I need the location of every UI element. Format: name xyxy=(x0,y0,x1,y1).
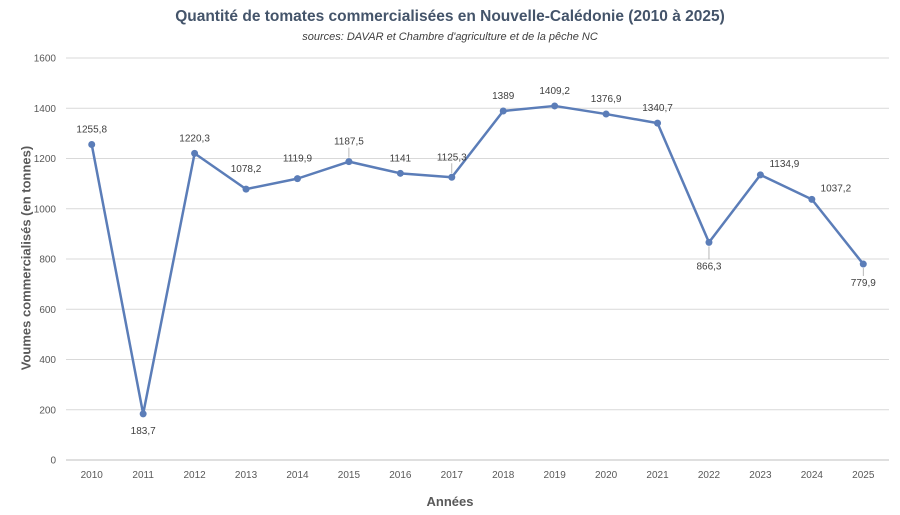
data-label: 1125,3 xyxy=(437,152,467,163)
data-point xyxy=(345,158,353,166)
data-point xyxy=(448,173,456,181)
x-tick-label: 2023 xyxy=(749,470,772,481)
y-tick-label: 1600 xyxy=(34,54,57,65)
data-point xyxy=(808,195,816,203)
chart-subtitle: sources: DAVAR et Chambre d'agriculture … xyxy=(302,31,598,43)
data-label: 866,3 xyxy=(696,261,721,272)
x-tick-label: 2015 xyxy=(338,470,361,481)
data-point xyxy=(88,140,96,148)
data-point xyxy=(396,169,404,177)
data-point xyxy=(859,260,867,268)
data-point xyxy=(654,119,662,127)
x-tick-label: 2012 xyxy=(183,470,206,481)
x-tick-label: 2017 xyxy=(441,470,464,481)
data-point xyxy=(139,410,147,418)
x-tick-label: 2010 xyxy=(81,470,104,481)
y-tick-label: 800 xyxy=(39,255,56,266)
data-point xyxy=(191,149,199,157)
x-tick-label: 2018 xyxy=(492,470,515,481)
data-label: 1187,5 xyxy=(334,137,364,148)
data-label: 1134,9 xyxy=(769,159,799,170)
x-tick-label: 2020 xyxy=(595,470,618,481)
data-point xyxy=(293,175,301,183)
y-tick-label: 0 xyxy=(50,456,56,467)
data-label: 183,7 xyxy=(131,426,156,437)
x-tick-label: 2013 xyxy=(235,470,258,481)
data-label: 1220,3 xyxy=(179,133,210,144)
x-tick-label: 2024 xyxy=(801,470,824,481)
y-tick-label: 400 xyxy=(39,355,56,366)
x-axis-label: Années xyxy=(426,494,474,509)
series-line xyxy=(90,104,865,416)
y-tick-label: 1000 xyxy=(34,204,57,215)
data-label: 1340,7 xyxy=(642,103,673,114)
data-label: 1119,9 xyxy=(283,154,313,165)
data-label: 779,9 xyxy=(851,278,876,289)
x-tick-label: 2019 xyxy=(544,470,567,481)
y-tick-label: 600 xyxy=(39,305,56,316)
data-point xyxy=(602,110,610,118)
y-tick-label: 1400 xyxy=(34,104,57,115)
data-point xyxy=(705,238,713,246)
data-label: 1376,9 xyxy=(591,94,622,105)
data-label: 1037,2 xyxy=(821,183,852,194)
data-label: 1409,2 xyxy=(539,86,570,97)
x-tick-label: 2021 xyxy=(646,470,669,481)
y-tick-label: 200 xyxy=(39,405,56,416)
data-label: 1141 xyxy=(390,153,412,164)
x-tick-label: 2011 xyxy=(132,470,154,481)
chart-title: Quantité de tomates commercialisées en N… xyxy=(175,8,725,25)
data-point xyxy=(499,107,507,115)
data-point xyxy=(756,171,764,179)
x-tick-label: 2022 xyxy=(698,470,721,481)
y-tick-label: 1200 xyxy=(34,154,57,165)
x-tick-label: 2025 xyxy=(852,470,875,481)
data-label: 1078,2 xyxy=(231,164,262,175)
data-label: 1389 xyxy=(492,91,515,102)
data-label: 1255,8 xyxy=(76,124,107,135)
data-point xyxy=(551,102,559,110)
x-tick-label: 2016 xyxy=(389,470,412,481)
x-tick-label: 2014 xyxy=(286,470,309,481)
data-point xyxy=(242,185,250,193)
